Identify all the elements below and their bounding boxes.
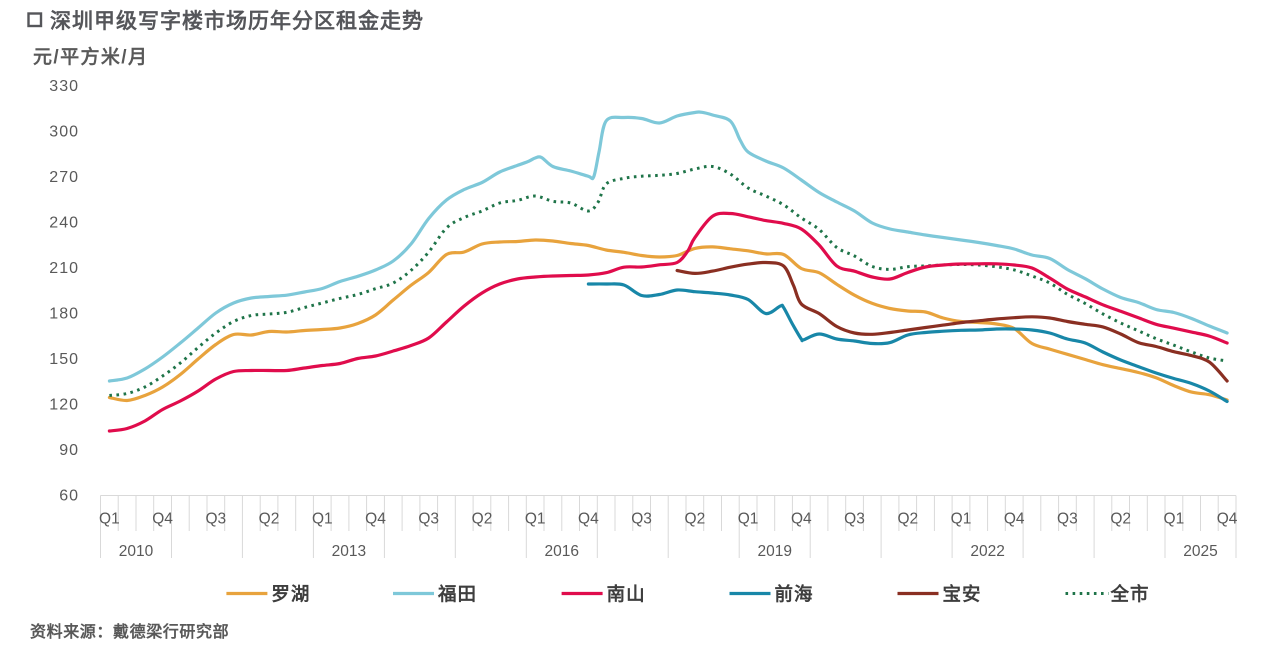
svg-text:2010: 2010 bbox=[119, 543, 154, 560]
svg-text:Q4: Q4 bbox=[791, 511, 812, 528]
svg-text:90: 90 bbox=[59, 442, 79, 459]
svg-text:Q1: Q1 bbox=[525, 511, 546, 528]
svg-text:宝安: 宝安 bbox=[943, 584, 982, 605]
svg-text:240: 240 bbox=[49, 214, 79, 231]
svg-text:Q2: Q2 bbox=[472, 511, 493, 528]
svg-text:Q2: Q2 bbox=[685, 511, 706, 528]
svg-text:Q4: Q4 bbox=[365, 511, 386, 528]
svg-text:Q3: Q3 bbox=[1057, 511, 1078, 528]
svg-text:180: 180 bbox=[49, 305, 79, 322]
svg-text:Q2: Q2 bbox=[897, 511, 918, 528]
svg-text:罗湖: 罗湖 bbox=[271, 584, 310, 605]
svg-text:Q2: Q2 bbox=[259, 511, 280, 528]
svg-text:Q1: Q1 bbox=[99, 511, 120, 528]
svg-text:2022: 2022 bbox=[970, 543, 1004, 560]
svg-text:Q4: Q4 bbox=[1217, 511, 1238, 528]
svg-text:2016: 2016 bbox=[545, 543, 579, 560]
svg-text:270: 270 bbox=[49, 169, 79, 186]
svg-text:2019: 2019 bbox=[757, 543, 791, 560]
svg-text:Q3: Q3 bbox=[205, 511, 226, 528]
svg-text:Q4: Q4 bbox=[1004, 511, 1025, 528]
svg-text:2025: 2025 bbox=[1183, 543, 1217, 560]
svg-text:Q2: Q2 bbox=[1110, 511, 1131, 528]
svg-text:210: 210 bbox=[49, 260, 79, 277]
svg-text:150: 150 bbox=[49, 351, 79, 368]
svg-text:前海: 前海 bbox=[775, 584, 814, 605]
svg-text:南山: 南山 bbox=[607, 584, 646, 605]
svg-text:元/平方米/月: 元/平方米/月 bbox=[33, 45, 148, 68]
svg-text:2013: 2013 bbox=[332, 543, 366, 560]
svg-text:Q3: Q3 bbox=[418, 511, 439, 528]
svg-text:Q3: Q3 bbox=[844, 511, 865, 528]
svg-text:全市: 全市 bbox=[1110, 584, 1150, 605]
svg-text:Q1: Q1 bbox=[1164, 511, 1185, 528]
svg-text:60: 60 bbox=[59, 487, 79, 504]
svg-text:资料来源：戴德梁行研究部: 资料来源：戴德梁行研究部 bbox=[30, 622, 229, 641]
svg-text:深圳甲级写字楼市场历年分区租金走势: 深圳甲级写字楼市场历年分区租金走势 bbox=[50, 9, 424, 33]
svg-text:Q3: Q3 bbox=[631, 511, 652, 528]
svg-text:330: 330 bbox=[49, 78, 79, 95]
svg-text:120: 120 bbox=[49, 396, 79, 413]
svg-text:Q4: Q4 bbox=[578, 511, 599, 528]
svg-text:300: 300 bbox=[49, 123, 79, 140]
svg-text:Q1: Q1 bbox=[951, 511, 972, 528]
svg-text:Q1: Q1 bbox=[738, 511, 759, 528]
svg-text:福田: 福田 bbox=[437, 584, 477, 605]
svg-text:Q4: Q4 bbox=[152, 511, 173, 528]
svg-text:Q1: Q1 bbox=[312, 511, 333, 528]
